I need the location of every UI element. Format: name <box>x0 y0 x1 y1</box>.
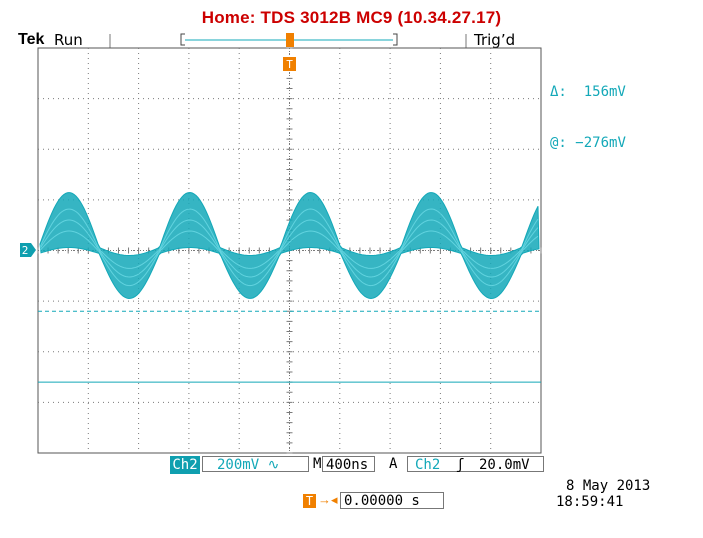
trigger-status: Trig’d <box>474 31 516 49</box>
channel-scale-value: 200mV <box>217 457 260 473</box>
trigger-level: 20.0mV <box>479 457 530 473</box>
date-stamp: 8 May 2013 <box>566 478 651 494</box>
waveform-trace <box>39 208 539 269</box>
trigger-mode-label: A <box>389 456 398 472</box>
time-stamp: 18:59:41 <box>556 494 624 510</box>
channel-scale[interactable]: 200mV ∿ <box>202 456 309 473</box>
acquisition-status: Run <box>54 31 83 49</box>
trigger-position-arrow-icon: →◂ <box>318 492 338 507</box>
channel-marker-label: 2 <box>22 244 29 257</box>
tek-logo: Tek <box>18 31 45 48</box>
trigger-marker-label: T <box>286 58 293 71</box>
waveform-trace <box>39 230 539 287</box>
waveform-ch2 <box>39 191 540 300</box>
channel-ground-marker[interactable]: 2 <box>20 243 36 257</box>
trigger-position-value[interactable]: 0.00000 s <box>340 492 444 509</box>
trigger-marker: T <box>283 57 296 71</box>
record-trigger-marker <box>286 33 294 47</box>
cursor-lines <box>38 310 541 383</box>
horizontal-label: M <box>313 456 322 472</box>
cursor-readout: Δ: 156mV @: −276mV <box>550 50 626 169</box>
delta-label: Δ: <box>550 84 567 100</box>
waveform-envelope <box>39 191 540 300</box>
at-label: @: <box>550 135 567 151</box>
coupling-icon: ∿ <box>267 457 280 473</box>
trigger-slope-icon: ʃ <box>456 457 465 473</box>
trigger-settings[interactable]: Ch2 ʃ 20.0mV <box>407 456 544 473</box>
delta-value: 156mV <box>583 84 626 100</box>
trigger-source: Ch2 <box>415 457 441 473</box>
window-title: Home: TDS 3012B MC9 (10.34.27.17) <box>201 8 502 27</box>
waveform-trace <box>39 219 539 278</box>
at-value: −276mV <box>575 135 626 151</box>
record-view-bar <box>109 33 467 48</box>
trigger-position-icon: T <box>303 494 316 508</box>
channel-badge[interactable]: Ch2 <box>170 456 200 474</box>
timebase-value[interactable]: 400ns <box>322 456 375 473</box>
